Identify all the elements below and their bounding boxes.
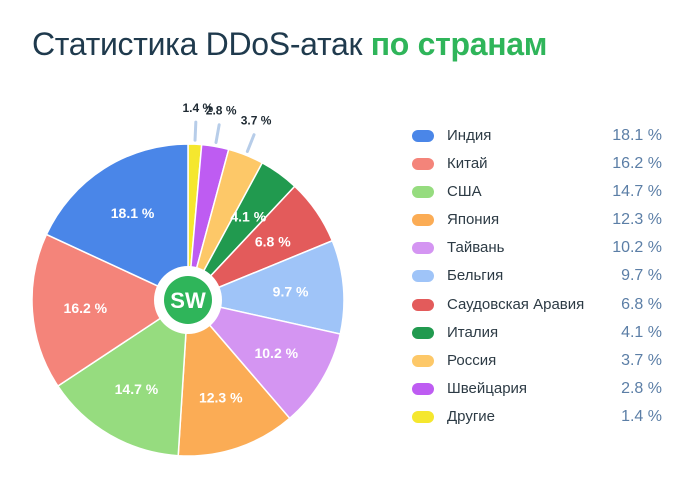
pie-slice-1 [45, 143, 189, 302]
legend-swatch [412, 326, 434, 339]
pie-slice-3 [56, 298, 189, 457]
legend-label: Япония [447, 211, 500, 229]
legend-value: 14.7 % [612, 183, 662, 201]
legend-label: Швейцария [447, 379, 528, 397]
legend-swatch [412, 186, 434, 199]
legend-label: США [447, 183, 482, 201]
legend-swatch [412, 382, 434, 395]
legend-item: Тайвань 10.2 % [412, 234, 662, 262]
logo-icon [164, 276, 212, 324]
legend-swatch [412, 158, 434, 171]
legend-label: Бельгия [447, 267, 504, 285]
data-label: 1.4 % [182, 101, 213, 115]
legend-label: Индия [447, 127, 492, 144]
legend-value: 12.3 % [612, 211, 662, 229]
legend-item: Япония 12.3 % [412, 206, 662, 234]
pie-slice-4 [177, 298, 291, 457]
legend-item: Италия 4.1 % [412, 319, 662, 347]
legend-swatch [412, 410, 434, 423]
data-label: 18.1 % [111, 205, 155, 221]
legend-value: 18.1 % [612, 127, 662, 144]
legend-item: Другие 1.4 % [412, 403, 662, 431]
legend-value: 6.8 % [621, 295, 662, 313]
legend-label: Италия [447, 323, 499, 341]
legend-item: Россия 3.7 % [412, 347, 662, 375]
data-label: 4.1 % [230, 209, 266, 225]
data-label: 16.2 % [64, 300, 108, 316]
pie-chart: SW 1.4 %2.8 % 3.7 % 4.1 % 6.8 % 9.7 % 10.2 % 12… [31, 101, 345, 457]
legend-value: 16.2 % [612, 155, 662, 173]
legend-swatch [412, 354, 434, 367]
legend-swatch [412, 270, 434, 283]
title-main: Статистика DDoS-атак [32, 26, 363, 62]
legend-swatch [412, 242, 434, 255]
data-label: 14.7 % [115, 381, 159, 397]
data-label: 12.3 % [199, 390, 243, 406]
legend-value: 1.4 % [621, 407, 662, 425]
legend-value: 9.7 % [621, 267, 662, 285]
legend: Индия 18.1 % Китай 16.2 % США 14.7 % Япония 12.… [412, 122, 662, 431]
pie-slice-6 [185, 239, 345, 335]
logo: SW [170, 288, 206, 313]
legend-item: Саудовская Аравия 6.8 % [412, 291, 662, 319]
leader-line [245, 133, 256, 153]
page-title: Статистика DDoS-атак по странам [32, 22, 547, 66]
data-label: 9.7 % [273, 283, 309, 299]
leader-line [214, 123, 221, 144]
legend-value: 2.8 % [621, 379, 662, 397]
legend-value: 10.2 % [612, 239, 662, 257]
pie-slice-5 [185, 298, 342, 420]
data-label: 6.8 % [255, 234, 291, 250]
legend-label: Саудовская Аравия [447, 295, 585, 313]
legend-item: Китай 16.2 % [412, 150, 662, 178]
leader-line [193, 120, 198, 142]
legend-item: Бельгия 9.7 % [412, 262, 662, 290]
legend-label: Россия [447, 351, 497, 369]
data-label: 3.7 % [241, 114, 272, 128]
legend-value: 3.7 % [621, 351, 662, 369]
legend-item: США 14.7 % [412, 178, 662, 206]
pie-slice-2 [31, 233, 190, 388]
title-accent: по странам [370, 26, 548, 62]
legend-label: Китай [447, 155, 488, 173]
legend-item: Швейцария 2.8 % [412, 375, 662, 403]
legend-label: Тайвань [447, 239, 505, 257]
legend-item: Индия 18.1 % [412, 122, 662, 150]
data-label: 2.8 % [206, 104, 237, 118]
legend-label: Другие [447, 407, 496, 425]
legend-swatch [412, 298, 434, 311]
data-label: 10.2 % [254, 345, 298, 361]
legend-swatch [412, 130, 434, 142]
legend-value: 4.1 % [621, 323, 662, 341]
legend-swatch [412, 214, 434, 227]
